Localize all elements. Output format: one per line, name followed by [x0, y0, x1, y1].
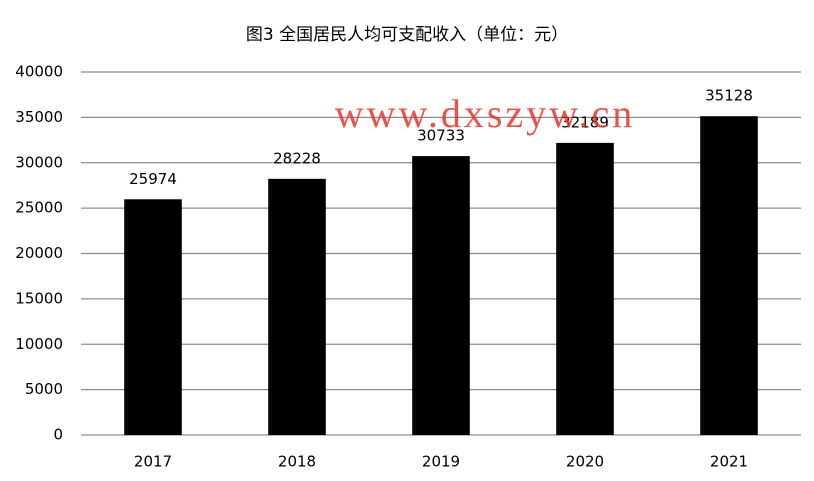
chart-title: 图3 全国居民人均可支配收入（单位：元）	[246, 25, 568, 45]
watermark: www.dxszyw.cn	[335, 91, 635, 136]
bar	[556, 142, 614, 435]
y-tick-label: 0	[53, 426, 63, 444]
y-tick-label: 20000	[15, 244, 63, 262]
data-label: 32189	[561, 113, 609, 131]
data-label: 30733	[417, 127, 465, 145]
y-tick-label: 15000	[15, 289, 63, 307]
bar	[268, 178, 326, 435]
y-tick-label: 40000	[15, 63, 63, 81]
data-label: 25974	[129, 170, 177, 188]
y-tick-label: 35000	[15, 108, 63, 126]
bar	[124, 199, 182, 435]
y-tick-label: 10000	[15, 335, 63, 353]
bar	[700, 116, 758, 435]
data-label: 28228	[273, 149, 321, 167]
x-tick-label: 2019	[422, 453, 460, 471]
y-tick-label: 5000	[25, 380, 63, 398]
x-tick-label: 2017	[134, 453, 172, 471]
x-tick-label: 2020	[566, 453, 604, 471]
x-tick-label: 2021	[710, 453, 748, 471]
y-tick-label: 25000	[15, 199, 63, 217]
y-tick-label: 30000	[15, 153, 63, 171]
bar	[412, 156, 470, 435]
x-tick-label: 2018	[278, 453, 316, 471]
data-label: 35128	[705, 87, 753, 105]
